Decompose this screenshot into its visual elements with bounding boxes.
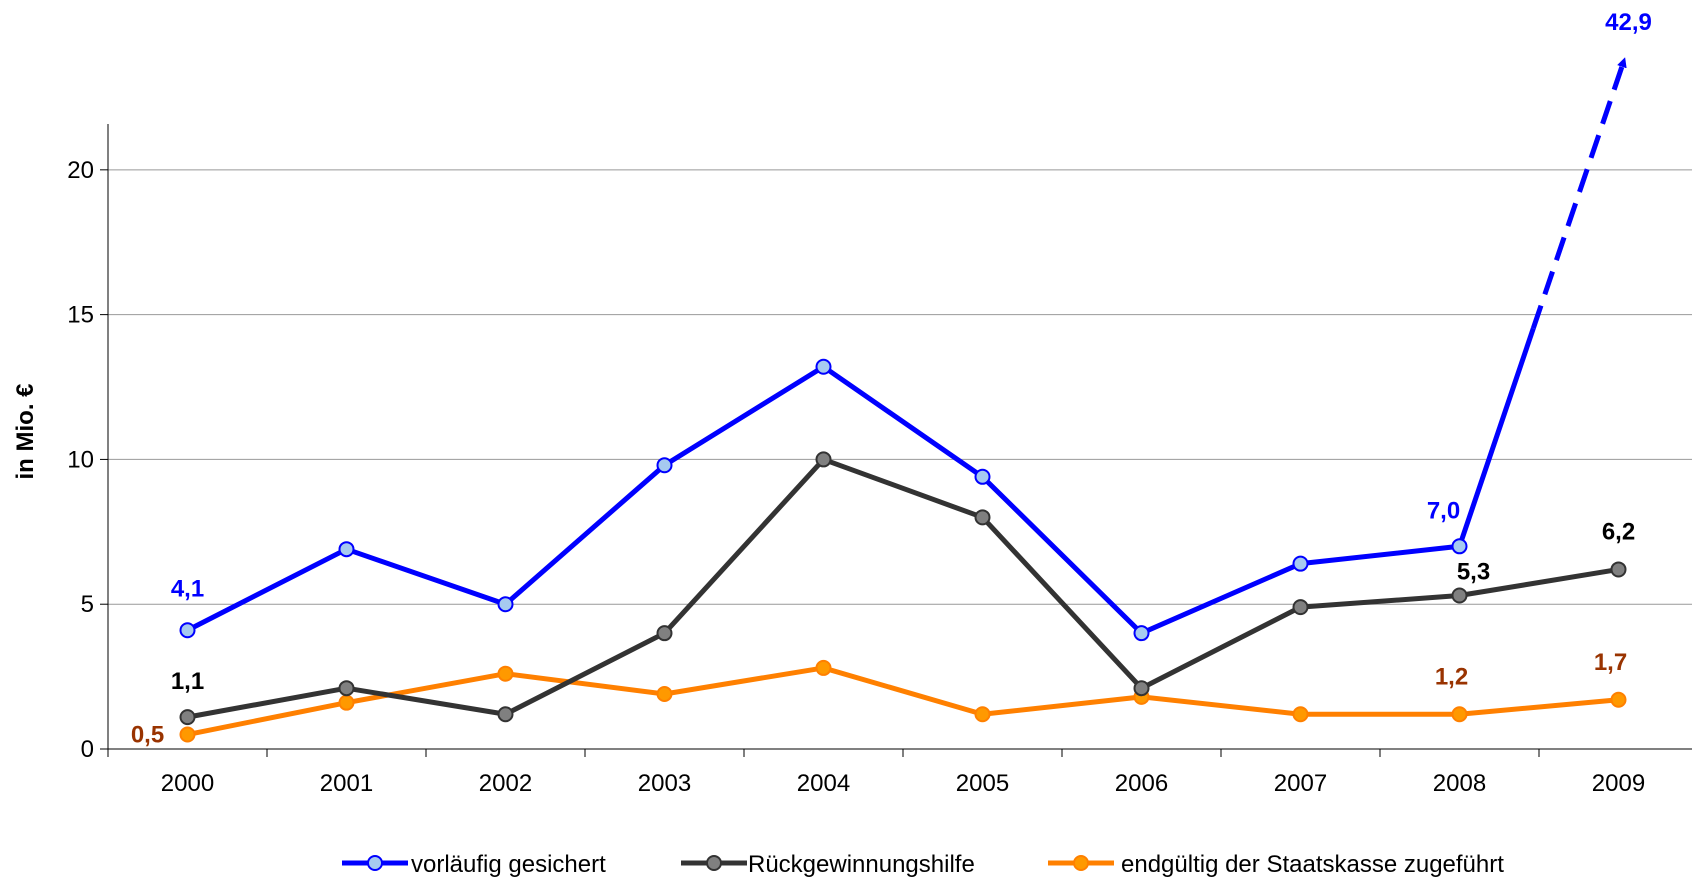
legend-label: Rückgewinnungshilfe — [748, 851, 975, 878]
data-label: 7,0 — [1427, 497, 1460, 524]
data-label: 42,9 — [1605, 9, 1652, 36]
data-point — [497, 665, 514, 682]
legend-swatch-marker — [367, 855, 383, 871]
data-point — [1610, 691, 1627, 708]
data-point — [1292, 706, 1309, 723]
data-point — [1610, 561, 1627, 578]
data-label: 1,7 — [1594, 649, 1627, 676]
x-tick-label: 2004 — [797, 770, 850, 797]
data-label: 0,5 — [131, 722, 164, 749]
legend-label: vorläufig gesichert — [411, 851, 606, 878]
data-point — [815, 358, 832, 375]
gridlines — [108, 169, 1692, 605]
y-axis-title: in Mio. € — [12, 384, 39, 480]
series-line — [187, 665, 1619, 737]
legend-swatch-marker — [1073, 855, 1089, 871]
data-point — [179, 709, 196, 726]
data-label: 6,2 — [1602, 518, 1635, 545]
y-tick-label: 5 — [81, 591, 94, 618]
data-point — [497, 596, 514, 613]
x-tick-label: 2001 — [320, 770, 373, 797]
x-tick-label: 2009 — [1592, 770, 1645, 797]
axes: 0 5 10 15 20 2000 2001 2002 2003 2004 2005 2006 2007… — [12, 124, 1692, 797]
legend-item-0: vorläufig gesichert — [342, 851, 606, 878]
data-point — [1292, 555, 1309, 572]
data-point — [1451, 706, 1468, 723]
data-point — [1292, 599, 1309, 616]
x-tick-label: 2007 — [1274, 770, 1327, 797]
x-tick-label: 2000 — [161, 770, 214, 797]
data-label: 1,2 — [1435, 663, 1468, 690]
data-point — [656, 625, 673, 642]
series-0 — [179, 57, 1627, 642]
series-2 — [179, 659, 1627, 743]
data-point — [1133, 680, 1150, 697]
legend-item-2: endgültig der Staatskasse zugeführt — [1048, 851, 1504, 878]
data-point — [974, 706, 991, 723]
data-point — [974, 468, 991, 485]
y-tick-label: 0 — [81, 736, 94, 763]
data-point — [179, 726, 196, 743]
series-1 — [179, 451, 1627, 726]
x-tick-label: 2006 — [1115, 770, 1168, 797]
data-label: 5,3 — [1457, 559, 1490, 586]
data-point — [1451, 587, 1468, 604]
data-point — [338, 680, 355, 697]
data-labels: 4,1 7,0 42,9 1,1 5,3 6,2 0,5 1,2 1,7 — [131, 9, 1652, 749]
data-point — [974, 509, 991, 526]
y-tick-label: 10 — [67, 446, 94, 473]
data-point — [1451, 538, 1468, 555]
x-tick-label: 2003 — [638, 770, 691, 797]
data-point — [338, 541, 355, 558]
data-point — [656, 685, 673, 702]
data-label: 4,1 — [171, 575, 204, 602]
y-tick-label: 15 — [67, 302, 94, 329]
series-line — [186, 364, 1460, 636]
data-point — [497, 706, 514, 723]
legend: vorläufig gesichert Rückgewinnungshilfe en… — [342, 851, 1504, 878]
data-point — [815, 451, 832, 468]
y-tick-label: 20 — [67, 157, 94, 184]
legend-label: endgültig der Staatskasse zugeführt — [1121, 851, 1504, 878]
x-tick-label: 2008 — [1433, 770, 1486, 797]
data-point — [338, 694, 355, 711]
series-off-scale-arrow — [1530, 57, 1627, 330]
data-point — [656, 457, 673, 474]
data-point — [1133, 625, 1150, 642]
series-off-scale-solid — [1457, 327, 1536, 548]
x-tick-label: 2002 — [479, 770, 532, 797]
x-tick-label: 2005 — [956, 770, 1009, 797]
data-point — [815, 659, 832, 676]
data-point — [179, 622, 196, 639]
series-group — [179, 57, 1627, 743]
data-label: 1,1 — [171, 668, 204, 695]
legend-item-1: Rückgewinnungshilfe — [681, 851, 975, 878]
series-line — [187, 456, 1619, 720]
legend-swatch-marker — [706, 855, 722, 871]
